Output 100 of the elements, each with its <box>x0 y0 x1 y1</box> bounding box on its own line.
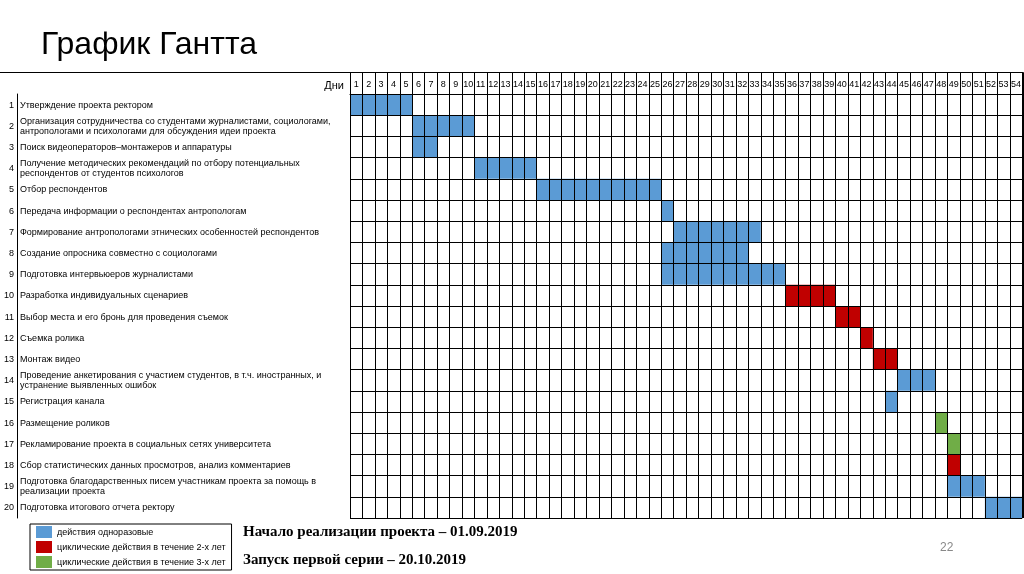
y2-tick-label: 9 <box>8 269 14 280</box>
x-tick-label: 2 <box>366 78 372 89</box>
x-tick-label: 37 <box>799 78 810 89</box>
x-tick-label: 35 <box>774 78 785 89</box>
y-tick-label: Выбор места и его бронь для проведения съемок <box>20 311 229 322</box>
x-tick-label: 26 <box>662 78 673 89</box>
y2-tick-label: 3 <box>8 142 14 152</box>
y2-tick-label: 5 <box>8 184 14 195</box>
y-tick-label: Проведение анкетирования с участием студентов, в т.ч. иностранных, и устранение выявленных ошибок <box>20 370 322 391</box>
y-tick-label: Утверждение проекта ректором <box>20 99 154 110</box>
y2-tick-label: 12 <box>3 332 14 343</box>
x-tick-label: 28 <box>687 78 698 89</box>
y2-tick-label: 11 <box>4 311 14 322</box>
y-tick-label: Поиск видеоператоров–монтажеров и аппаратуры <box>20 142 232 152</box>
x-tick-label: 27 <box>674 78 685 89</box>
x-tick-label: 25 <box>649 78 660 89</box>
x-tick-label: 23 <box>625 78 636 89</box>
y2-tick-label: 10 <box>3 290 14 301</box>
x-tick-label: 20 <box>587 78 598 89</box>
x-tick-label: 40 <box>836 78 847 89</box>
y-tick-label: Съемка ролика <box>20 332 85 343</box>
y-tick-label: Подготовка благодарственных писем участникам проекта за помощь в реализации проекта <box>20 476 317 497</box>
x-tick-label: 41 <box>849 78 860 89</box>
y2-tick-label: 7 <box>8 226 14 237</box>
y-tick-label: Рекламирование проекта в социальных сетях университета <box>20 438 271 449</box>
x-tick-label: 46 <box>911 78 922 89</box>
y-tick-label: Размещение роликов <box>20 417 110 428</box>
x-tick-label: 52 <box>986 78 997 89</box>
x-tick-label: 45 <box>898 78 909 89</box>
x-tick-label: 38 <box>811 78 822 89</box>
legend-label: циклические действия в течение 2-х лет <box>57 542 226 552</box>
x-tick-label: 21 <box>600 78 611 89</box>
y2-tick-label: 6 <box>8 205 14 216</box>
legend-label: циклические действия в течение 3-х лет <box>57 557 226 567</box>
x-tick-label: 4 <box>391 78 397 89</box>
bar <box>860 327 873 349</box>
y2-tick-label: 14 <box>3 375 14 386</box>
x-tick-label: 29 <box>699 78 710 89</box>
y-tick-label: Создание опросника совместно с социологами <box>20 248 217 258</box>
x-tick-label: 16 <box>537 78 548 89</box>
x-tick-label: 13 <box>500 78 511 89</box>
text: Начало реализации проекта – 01.09.2019 <box>243 522 518 539</box>
y2-tick-label: 19 <box>3 481 14 492</box>
x-tick-label: 1 <box>353 78 359 89</box>
bar <box>947 433 960 455</box>
y2-tick-label: 20 <box>3 502 14 513</box>
bar <box>897 369 936 391</box>
y-tick-label: Регистрация канала <box>20 396 105 407</box>
x-tick-label: 43 <box>874 78 885 89</box>
bar <box>474 157 537 179</box>
x-tick-label: 30 <box>712 78 723 89</box>
x-axis-title: Дни <box>324 78 344 91</box>
y2-tick-label: 15 <box>3 396 14 407</box>
y2-tick-label: 8 <box>8 248 14 258</box>
y-tick-label: Отбор респондентов <box>20 184 108 195</box>
x-tick-label: 42 <box>861 78 872 89</box>
y2-tick-label: 16 <box>3 417 14 428</box>
y-tick-label: Подготовка итогового отчета ректору <box>20 502 176 513</box>
chart-title: График Гантта <box>41 25 258 61</box>
x-tick-label: 10 <box>463 78 474 89</box>
x-tick-label: 34 <box>762 78 773 89</box>
y-tick-label: Организация сотрудничества со студентами журналистами, социологами, антропологами и психологами для обсуждения идеи проекта <box>20 115 331 136</box>
x-tick-label: 24 <box>637 78 648 89</box>
y2-tick-label: 4 <box>8 163 14 174</box>
x-tick-label: 54 <box>1010 78 1021 89</box>
x-tick-label: 47 <box>923 78 934 89</box>
legend-label: действия одноразовые <box>57 527 154 537</box>
y-tick-label: Формирование антропологами этнических особенностей респондентов <box>20 226 320 237</box>
y-tick-label: Монтаж видео <box>20 354 81 364</box>
x-tick-label: 17 <box>550 78 561 89</box>
x-tick-label: 14 <box>513 78 524 89</box>
y2-tick-label: 17 <box>3 438 14 449</box>
y2-tick-label: 1 <box>8 99 14 110</box>
x-tick-label: 44 <box>886 78 897 89</box>
x-tick-label: 48 <box>936 78 947 89</box>
y2-tick-label: 13 <box>3 354 14 364</box>
text: Запуск первой серии – 20.10.2019 <box>243 550 467 567</box>
x-tick-label: 49 <box>948 78 959 89</box>
x-tick-label: 18 <box>562 78 573 89</box>
y2-tick-label: 18 <box>3 460 14 470</box>
text: 22 <box>940 540 954 554</box>
x-tick-label: 6 <box>415 78 421 89</box>
x-tick-label: 9 <box>453 78 459 89</box>
y-tick-label: Получение методических рекомендаций по отбору потенциальных респондентов от студентов психологов <box>20 158 301 179</box>
x-tick-label: 11 <box>476 78 486 89</box>
x-tick-label: 50 <box>961 78 972 89</box>
x-tick-label: 12 <box>488 78 499 89</box>
x-tick-label: 8 <box>440 78 446 89</box>
y-tick-label: Подготовка интервьюеров журналистами <box>20 269 193 280</box>
x-tick-label: 33 <box>749 78 760 89</box>
x-tick-label: 22 <box>612 78 623 89</box>
y-tick-label: Передача информации о респондентах антропологам <box>20 205 247 216</box>
x-tick-label: 7 <box>428 78 434 89</box>
x-tick-label: 3 <box>378 78 384 89</box>
x-tick-label: 53 <box>998 78 1009 89</box>
x-tick-label: 31 <box>724 78 735 89</box>
x-tick-label: 36 <box>786 78 797 89</box>
bar <box>947 475 985 497</box>
y-tick-label: Сбор статистических данных просмотров, анализ комментариев <box>20 460 291 470</box>
y-tick-label: Разработка индивидуальных сценариев <box>20 290 189 301</box>
